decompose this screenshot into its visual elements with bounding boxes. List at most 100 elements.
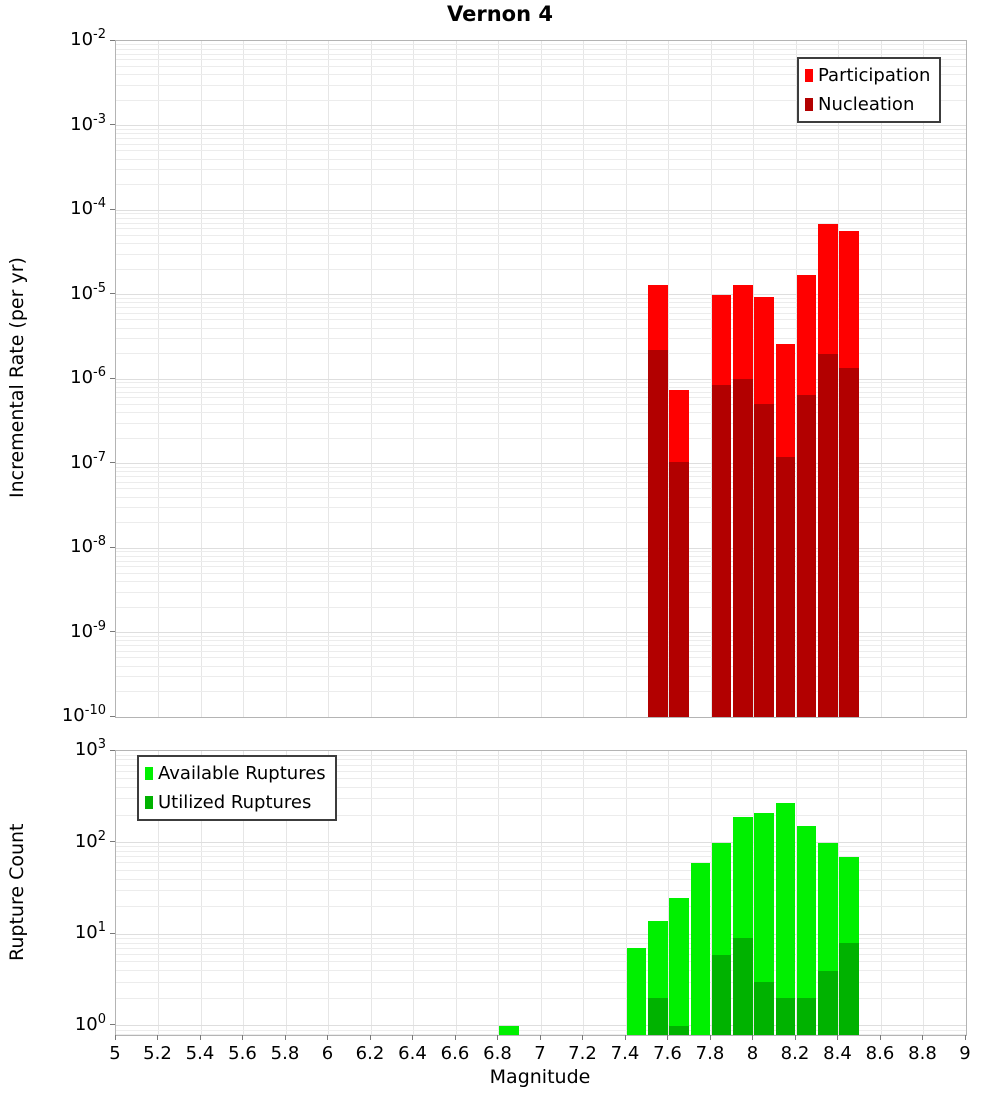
gridline-minor: [116, 353, 966, 355]
gridline-minor: [116, 222, 966, 224]
y-tick-mark: [110, 208, 115, 210]
nucleation-marker-icon: [805, 98, 813, 111]
legend-item-utilized-ruptures: Utilized Ruptures: [145, 788, 326, 817]
gridline-minor: [116, 581, 966, 583]
gridline-minor: [116, 942, 966, 944]
gridline-minor: [116, 764, 966, 766]
gridline-minor: [116, 422, 966, 424]
gridline-minor: [116, 217, 966, 219]
gridline-major: [116, 294, 966, 295]
bar-nucleation: [839, 367, 859, 717]
gridline-minor: [116, 778, 966, 780]
x-tick-mark: [497, 1035, 498, 1040]
bar-available-ruptures: [499, 1025, 519, 1035]
bar-nucleation: [733, 379, 753, 717]
y-tick-mark: [110, 932, 115, 934]
y-tick-mark: [110, 715, 115, 717]
y-tick-label: 10-6: [70, 365, 106, 388]
gridline-minor: [116, 391, 966, 393]
gridline-major: [116, 933, 966, 935]
count-y-axis-title: Rupture Count: [6, 823, 28, 961]
x-tick-mark: [922, 1035, 923, 1040]
y-tick-label: 10-8: [70, 534, 106, 557]
gridline-minor: [116, 606, 966, 608]
y-tick-mark: [110, 124, 115, 125]
gridline-minor: [116, 657, 966, 659]
x-tick-label: 7.6: [653, 1043, 682, 1064]
participation-legend-label: Participation: [818, 65, 931, 86]
gridline-minor: [116, 850, 966, 852]
bar-nucleation: [648, 350, 668, 717]
x-tick-label: 5.4: [185, 1043, 215, 1064]
gridline-minor: [116, 560, 966, 562]
gridline-minor: [116, 676, 966, 678]
bar-available-ruptures: [796, 826, 817, 1035]
utilized-ruptures-legend-label: Utilized Ruptures: [158, 792, 312, 813]
gridline-major: [116, 378, 966, 380]
gridline-minor: [116, 466, 966, 468]
nucleation-legend-label: Nucleation: [818, 94, 915, 115]
gridline-major: [116, 842, 966, 844]
x-tick-mark: [752, 1035, 753, 1040]
y-tick-label: 100: [74, 1011, 106, 1035]
bar-available-ruptures: [669, 897, 689, 1035]
x-tick-mark: [582, 1035, 583, 1040]
bar-nucleation: [818, 353, 838, 717]
gridline-minor: [116, 471, 966, 473]
gridline-vertical: [710, 751, 712, 1035]
count-legend: Available Ruptures Utilized Ruptures: [137, 755, 337, 821]
gridline-major: [116, 1025, 966, 1027]
bar-utilized-ruptures: [648, 998, 668, 1035]
x-tick-label: 8.8: [908, 1043, 937, 1064]
gridline-vertical: [923, 751, 924, 1035]
bar-available-ruptures: [690, 862, 711, 1035]
gridline-minor: [116, 572, 966, 574]
gridline-minor: [116, 890, 966, 891]
available-ruptures-marker-icon: [145, 767, 153, 780]
gridline-minor: [116, 640, 966, 642]
x-tick-label: 5.6: [228, 1043, 257, 1064]
x-tick-label: 8.6: [865, 1043, 895, 1064]
y-tick-label: 10-5: [70, 280, 106, 304]
gridline-minor: [116, 522, 966, 524]
y-tick-mark: [110, 462, 115, 463]
utilized-ruptures-marker-icon: [145, 796, 153, 809]
x-tick-label: 7.8: [695, 1043, 725, 1064]
gridline-minor: [116, 65, 966, 67]
gridline-minor: [116, 947, 966, 949]
gridline-minor: [116, 650, 966, 652]
gridline-minor: [116, 1034, 966, 1035]
x-tick-label: 6.6: [440, 1043, 470, 1064]
legend-item-available-ruptures: Available Ruptures: [145, 759, 326, 788]
gridline-minor: [116, 437, 966, 439]
x-tick-label: 6: [321, 1043, 334, 1064]
gridline-minor: [116, 488, 966, 490]
incremental-rate-plot-area: [115, 40, 967, 718]
x-tick-label: 8.2: [780, 1043, 810, 1064]
legend-item-nucleation: Nucleation: [805, 90, 930, 119]
gridline-minor: [116, 691, 966, 693]
gridline-minor: [116, 386, 966, 388]
bar-utilized-ruptures: [669, 1025, 689, 1035]
gridline-minor: [116, 1029, 966, 1031]
y-tick-label: 10-10: [61, 703, 106, 726]
x-tick-mark: [369, 1035, 371, 1040]
gridline-minor: [116, 133, 966, 135]
gridline-minor: [116, 319, 966, 321]
x-tick-mark: [709, 1035, 711, 1040]
gridline-minor: [116, 645, 966, 647]
gridline-vertical: [370, 751, 372, 1035]
bar-nucleation: [711, 384, 732, 717]
gridline-minor: [116, 937, 966, 939]
x-tick-mark: [157, 1035, 158, 1040]
x-tick-label: 6.4: [398, 1043, 427, 1064]
gridline-major: [116, 125, 966, 126]
x-axis-title: Magnitude: [489, 1066, 591, 1088]
bar-utilized-ruptures: [754, 982, 774, 1035]
x-tick-mark: [624, 1035, 626, 1040]
gridline-minor: [116, 481, 966, 483]
gridline-minor: [116, 476, 966, 478]
bar-utilized-ruptures: [711, 954, 732, 1035]
y-tick-label: 101: [74, 920, 106, 944]
